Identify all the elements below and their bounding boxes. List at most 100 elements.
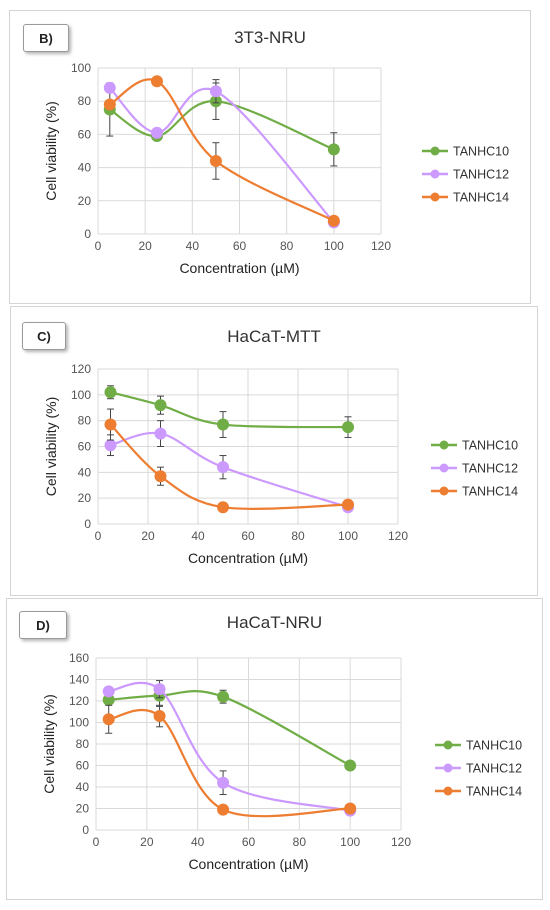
data-point-tanhc14 [217,803,230,816]
chart-title: HaCaT-MTT [227,327,321,346]
data-point-tanhc10 [104,386,117,399]
y-tick-label: 0 [84,227,91,241]
x-tick-label: 80 [280,239,294,253]
legend-marker [430,146,440,156]
legend-label: TANHC12 [453,168,509,182]
y-tick-label: 80 [78,414,92,428]
x-tick-label: 40 [191,835,205,849]
data-point-tanhc14 [104,418,117,431]
x-axis-title: Concentration (µM) [179,260,299,276]
panel-label: C) [22,322,66,350]
data-point-tanhc12 [209,85,222,98]
legend-label: TANHC12 [462,462,518,476]
panel-label: B) [23,24,69,52]
y-tick-label: 40 [78,465,92,479]
x-tick-label: 20 [140,835,154,849]
data-point-tanhc10 [327,143,340,156]
data-point-tanhc12 [153,683,166,696]
panel-label: D) [19,611,67,639]
x-tick-label: 60 [241,529,255,543]
chart-plot: 0 20 40 60 80 100 120 0 20 40 60 80 100 120 140 160 Conc… [41,651,522,872]
chart-panel-c: C) HaCaT-MTT 0 20 40 60 80 100 120 0 20 40 60 80 100… [10,306,538,596]
data-point-tanhc14 [103,98,116,111]
data-point-tanhc12 [217,776,230,789]
data-point-tanhc12 [154,427,167,440]
y-axis-title: Cell viability (%) [43,101,59,201]
data-point-tanhc14 [327,214,340,227]
x-tick-label: 40 [186,239,200,253]
y-tick-label: 80 [78,94,92,108]
y-tick-label: 100 [71,61,91,75]
chart-title: HaCaT-NRU [226,613,323,632]
series-line-tanhc14 [109,423,349,510]
legend-label: TANHC10 [466,739,522,753]
legend-label: TANHC10 [462,439,518,453]
y-tick-label: 60 [78,127,92,141]
legend-marker [430,192,440,202]
legend-label: TANHC10 [453,145,509,159]
series-line-tanhc10 [109,100,335,151]
y-tick-label: 160 [69,651,89,665]
legend-label: TANHC12 [466,762,522,776]
y-axis-title: Cell viability (%) [43,397,59,497]
data-point-tanhc12 [104,439,117,452]
data-point-tanhc12 [103,81,116,94]
data-point-tanhc10 [154,399,167,412]
series-line-tanhc10 [110,391,349,429]
legend-marker [430,169,440,179]
y-tick-label: 140 [69,673,89,687]
legend-marker [439,486,449,496]
data-point-tanhc14 [344,802,357,815]
y-tick-label: 20 [76,802,90,816]
chart-plot: 0 20 40 60 80 100 120 0 20 40 60 80 100 120 Concentrat… [43,362,518,566]
series-line-tanhc12 [110,431,349,509]
y-tick-label: 120 [71,362,91,376]
x-tick-label: 40 [191,529,205,543]
series-line-tanhc14 [109,78,335,222]
y-tick-label: 100 [69,716,89,730]
legend-marker [443,786,453,796]
data-point-tanhc12 [150,126,163,139]
y-tick-label: 120 [69,694,89,708]
x-tick-label: 0 [93,835,100,849]
data-point-tanhc10 [217,690,230,703]
y-tick-label: 20 [78,491,92,505]
chart-title: 3T3-NRU [234,28,306,47]
x-axis-title: Concentration (µM) [188,856,308,872]
x-tick-label: 80 [291,529,305,543]
y-tick-label: 80 [76,737,90,751]
legend-marker [439,463,449,473]
y-tick-label: 0 [82,823,89,837]
x-tick-label: 60 [233,239,247,253]
chart-panel-b: B) 3T3-NRU 0 20 40 60 80 100 120 0 20 40 60 80 100 Co… [9,10,531,304]
data-point-tanhc14 [153,710,166,723]
data-point-tanhc14 [217,501,229,514]
legend-marker [443,740,453,750]
chart-plot: 0 20 40 60 80 100 120 0 20 40 60 80 100 Concentration… [43,61,509,276]
y-tick-label: 40 [76,780,90,794]
x-tick-label: 0 [95,529,102,543]
series-line-tanhc12 [108,87,335,224]
legend-label: TANHC14 [466,785,522,799]
x-tick-label: 0 [95,239,102,253]
data-point-tanhc12 [217,461,229,474]
x-tick-label: 20 [138,239,152,253]
y-tick-label: 0 [84,517,91,531]
y-tick-label: 100 [71,388,91,402]
x-tick-label: 100 [338,529,358,543]
x-tick-label: 80 [293,835,307,849]
series-line-tanhc14 [108,709,351,818]
data-point-tanhc12 [102,685,115,698]
legend-label: TANHC14 [462,485,518,499]
data-point-tanhc14 [342,498,354,511]
x-tick-label: 20 [141,529,155,543]
y-tick-label: 40 [78,161,92,175]
data-point-tanhc14 [209,154,222,167]
x-tick-label: 100 [324,239,344,253]
data-point-tanhc10 [344,759,357,772]
chart-panel-d: D) HaCaT-NRU 0 20 40 60 80 100 120 0 20 40 60 80 100… [6,598,543,900]
x-tick-label: 120 [391,835,411,849]
y-tick-label: 20 [78,194,92,208]
legend-marker [439,440,449,450]
x-axis-title: Concentration (µM) [188,550,308,566]
